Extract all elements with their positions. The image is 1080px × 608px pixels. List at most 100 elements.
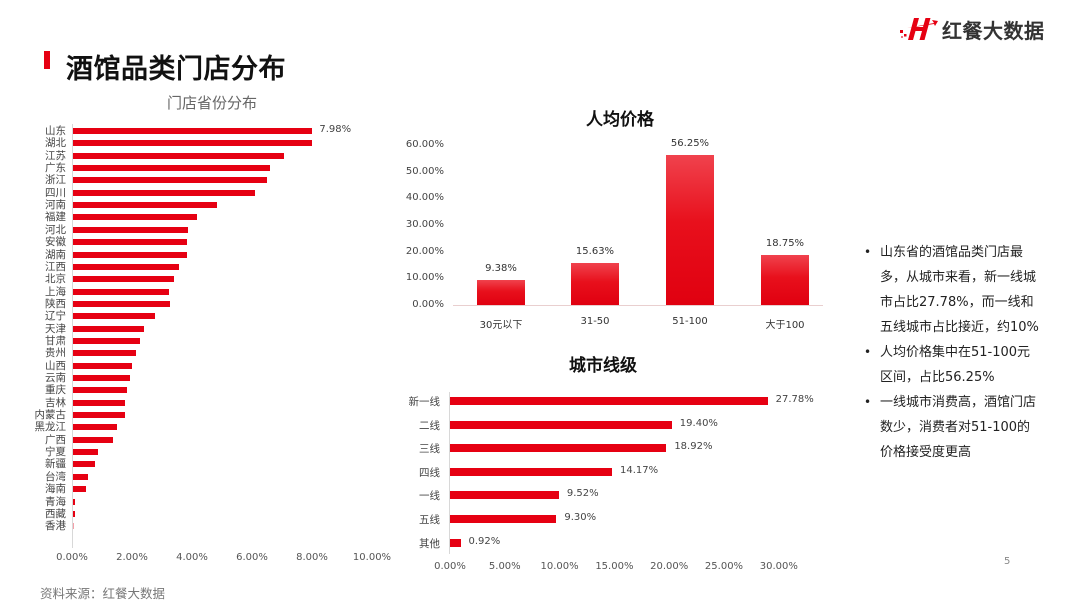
city-tier-value-label: 14.17%	[620, 464, 659, 476]
logo-h-icon	[900, 18, 938, 40]
province-label: 天津	[45, 322, 66, 335]
province-row: 辽宁	[0, 310, 400, 323]
province-bar	[73, 412, 125, 419]
price-y-tick: 30.00%	[405, 218, 444, 230]
province-row: 云南	[0, 372, 400, 385]
province-label: 贵州	[45, 347, 66, 360]
city-tier-label: 二线	[419, 419, 440, 432]
logo-text: 红餐大数据	[942, 18, 1045, 43]
province-x-tick: 8.00%	[296, 552, 328, 563]
province-row: 宁夏	[0, 446, 400, 459]
price-category-label: 大于100	[765, 320, 805, 331]
province-label: 四川	[45, 186, 66, 199]
province-row: 吉林	[0, 396, 400, 410]
city-tier-bar	[450, 491, 559, 500]
province-label: 西藏	[45, 507, 66, 520]
price-y-tick: 20.00%	[405, 245, 444, 257]
province-label: 新疆	[45, 458, 66, 471]
province-bar	[73, 152, 284, 159]
province-label: 宁夏	[45, 446, 66, 459]
province-row: 新疆	[0, 458, 400, 471]
city-tier-bar	[450, 467, 612, 476]
price-y-tick: 10.00%	[405, 272, 444, 284]
province-row: 山西	[0, 359, 400, 373]
title-accent-bar	[44, 51, 50, 69]
province-row: 西藏	[0, 507, 400, 521]
province-label: 辽宁	[45, 310, 66, 323]
city-tier-label: 其他	[419, 537, 440, 550]
province-row: 重庆	[0, 384, 400, 397]
data-source-note: 资料来源：红餐大数据	[40, 586, 166, 601]
province-bar	[73, 140, 312, 147]
province-row: 天津	[0, 322, 400, 336]
province-label: 浙江	[45, 174, 66, 187]
city-tier-label: 一线	[419, 490, 440, 503]
price-y-tick: 0.00%	[412, 299, 444, 310]
province-label: 河南	[45, 199, 66, 212]
province-bar	[73, 510, 75, 517]
province-label: 福建	[45, 211, 66, 224]
price-bar	[666, 155, 714, 305]
province-bar	[73, 362, 133, 369]
province-bar	[73, 263, 179, 270]
province-x-tick: 4.00%	[176, 552, 208, 563]
city-tier-label: 五线	[419, 514, 440, 526]
province-label: 内蒙古	[34, 409, 67, 422]
province-value-label: 7.98%	[319, 124, 352, 135]
city-tier-value-label: 9.30%	[564, 512, 597, 523]
page-number: 5	[1004, 556, 1011, 567]
province-row: 湖南	[0, 248, 400, 262]
price-bar	[571, 263, 619, 305]
province-row: 湖北	[0, 137, 400, 150]
province-bar	[73, 251, 187, 258]
city-tier-x-tick: 20.00%	[650, 561, 689, 572]
price-category-label: 31-50	[580, 316, 610, 327]
province-bar	[73, 128, 313, 134]
province-chart-title: 门店省份分布	[167, 94, 258, 112]
province-label: 河北	[45, 223, 66, 236]
city-tier-label: 新一线	[408, 396, 441, 408]
province-bar	[73, 436, 113, 443]
city-tier-bar	[450, 538, 461, 547]
bullet-icon: •	[864, 395, 872, 409]
province-label: 甘肃	[45, 334, 66, 347]
province-label: 陕西	[45, 297, 66, 310]
province-row: 黑龙江	[0, 421, 400, 434]
city-tier-x-tick: 15.00%	[595, 561, 634, 572]
province-label: 吉林	[45, 396, 66, 409]
price-category-label: 30元以下	[479, 320, 523, 331]
city-tier-bar	[450, 397, 768, 405]
province-label: 黑龙江	[34, 421, 67, 434]
province-row: 浙江	[0, 174, 400, 187]
province-bar	[73, 424, 118, 431]
province-label: 安徽	[45, 236, 66, 249]
city-tier-bar	[450, 515, 557, 523]
price-y-tick: 60.00%	[405, 138, 444, 150]
province-chart-y-axis	[72, 124, 73, 548]
province-label: 香港	[45, 520, 66, 533]
price-value-label: 18.75%	[765, 238, 805, 249]
city-tier-bar	[450, 444, 667, 453]
province-label: 山东	[45, 125, 66, 137]
price-chart-x-axis	[453, 305, 823, 306]
province-bar	[73, 300, 170, 307]
finding-item: • 人均价格集中在51-100元区间，占比56.25%	[862, 340, 1042, 390]
province-row: 河北	[0, 223, 400, 237]
province-bar	[73, 226, 188, 233]
province-bar	[73, 325, 145, 332]
province-bar	[73, 523, 74, 530]
province-row: 青海	[0, 496, 400, 509]
city-tier-value-label: 0.92%	[468, 535, 501, 547]
city-tier-value-label: 9.52%	[566, 488, 599, 500]
province-label: 江西	[45, 260, 66, 273]
city-tier-value-label: 18.92%	[674, 441, 713, 453]
city-tier-chart-title: 城市线级	[569, 356, 637, 376]
province-row: 台湾	[0, 471, 400, 484]
province-label: 海南	[45, 483, 66, 496]
province-label: 湖南	[45, 248, 66, 261]
province-row: 四川	[0, 186, 400, 200]
province-label: 重庆	[45, 384, 66, 397]
province-label: 山西	[45, 359, 66, 372]
province-label: 广西	[45, 433, 66, 446]
city-tier-label: 三线	[419, 443, 440, 456]
